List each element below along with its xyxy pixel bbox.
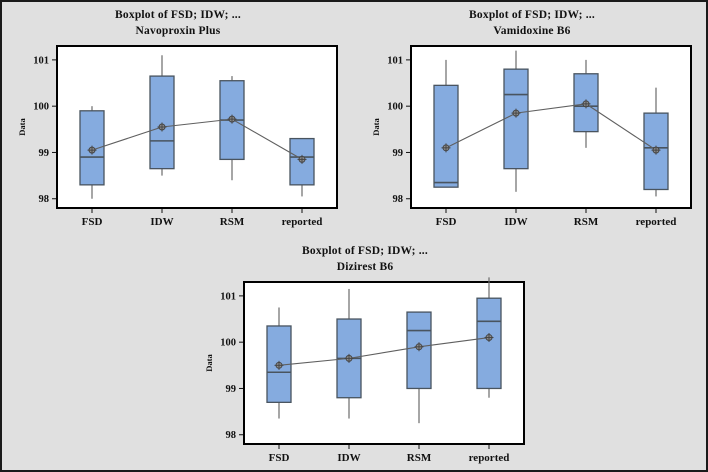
box-IDW <box>503 68 529 170</box>
x-category-label: reported <box>469 452 510 464</box>
y-tick-label: 101 <box>33 55 49 66</box>
mean-connector-line <box>278 336 490 366</box>
y-tick-label: 99 <box>39 148 50 159</box>
chart-panel-dizirest-b6: 98 99 100 101 Data FSD IDW RSM reported Boxplot … <box>193 242 537 470</box>
y-tick-label: 98 <box>393 194 404 205</box>
y-tick-label: 101 <box>220 291 236 302</box>
chart-subtitle: Navoproxin Plus <box>135 25 221 37</box>
chart-title: Boxplot of FSD; IDW; ... <box>302 245 428 257</box>
x-category-label: RSM <box>574 216 599 228</box>
x-category-label: IDW <box>504 216 527 228</box>
chart-panel-navoproxin-plus: 98 99 100 101 Data FSD IDW RSM reported Boxplot … <box>6 6 350 234</box>
y-tick-label: 100 <box>33 102 49 113</box>
box-IDW <box>149 75 175 170</box>
box-reported <box>643 112 669 191</box>
boxplot-svg-dizirest-b6: 98 99 100 101 Data FSD IDW RSM reported <box>204 277 525 464</box>
y-tick-label: 101 <box>387 55 403 66</box>
x-category-label: reported <box>282 216 323 228</box>
y-tick-label: 100 <box>220 338 236 349</box>
boxplot-svg-vamidoxine-b6: 98 99 100 101 Data FSD IDW RSM reported <box>371 45 692 228</box>
y-tick-label: 99 <box>393 148 404 159</box>
chart-subtitle: Vamidoxine B6 <box>493 25 571 37</box>
x-category-label: RSM <box>407 452 432 464</box>
mean-connector-line <box>445 103 657 151</box>
y-axis-label: Data <box>17 118 27 136</box>
box-FSD <box>433 84 459 188</box>
y-axis-label: Data <box>371 118 381 136</box>
x-category-label: FSD <box>436 216 457 228</box>
chart-title: Boxplot of FSD; IDW; ... <box>469 9 595 21</box>
y-tick-label: 98 <box>226 430 237 441</box>
x-category-label: IDW <box>150 216 173 228</box>
boxplot-svg-navoproxin-plus: 98 99 100 101 Data FSD IDW RSM reported <box>17 45 338 228</box>
y-tick-label: 100 <box>387 102 403 113</box>
y-tick-label: 99 <box>226 384 237 395</box>
x-category-label: FSD <box>269 452 290 464</box>
y-axis-label: Data <box>204 354 214 372</box>
x-category-label: RSM <box>220 216 245 228</box>
chart-subtitle: Dizirest B6 <box>336 261 394 273</box>
x-category-label: IDW <box>337 452 360 464</box>
box-reported <box>476 297 502 390</box>
y-tick-label: 98 <box>39 194 50 205</box>
mean-connector-line <box>91 118 303 160</box>
chart-panel-vamidoxine-b6: 98 99 100 101 Data FSD IDW RSM reported Boxplot … <box>360 6 704 234</box>
x-category-label: FSD <box>82 216 103 228</box>
x-category-label: reported <box>636 216 677 228</box>
chart-title: Boxplot of FSD; IDW; ... <box>115 9 241 21</box>
